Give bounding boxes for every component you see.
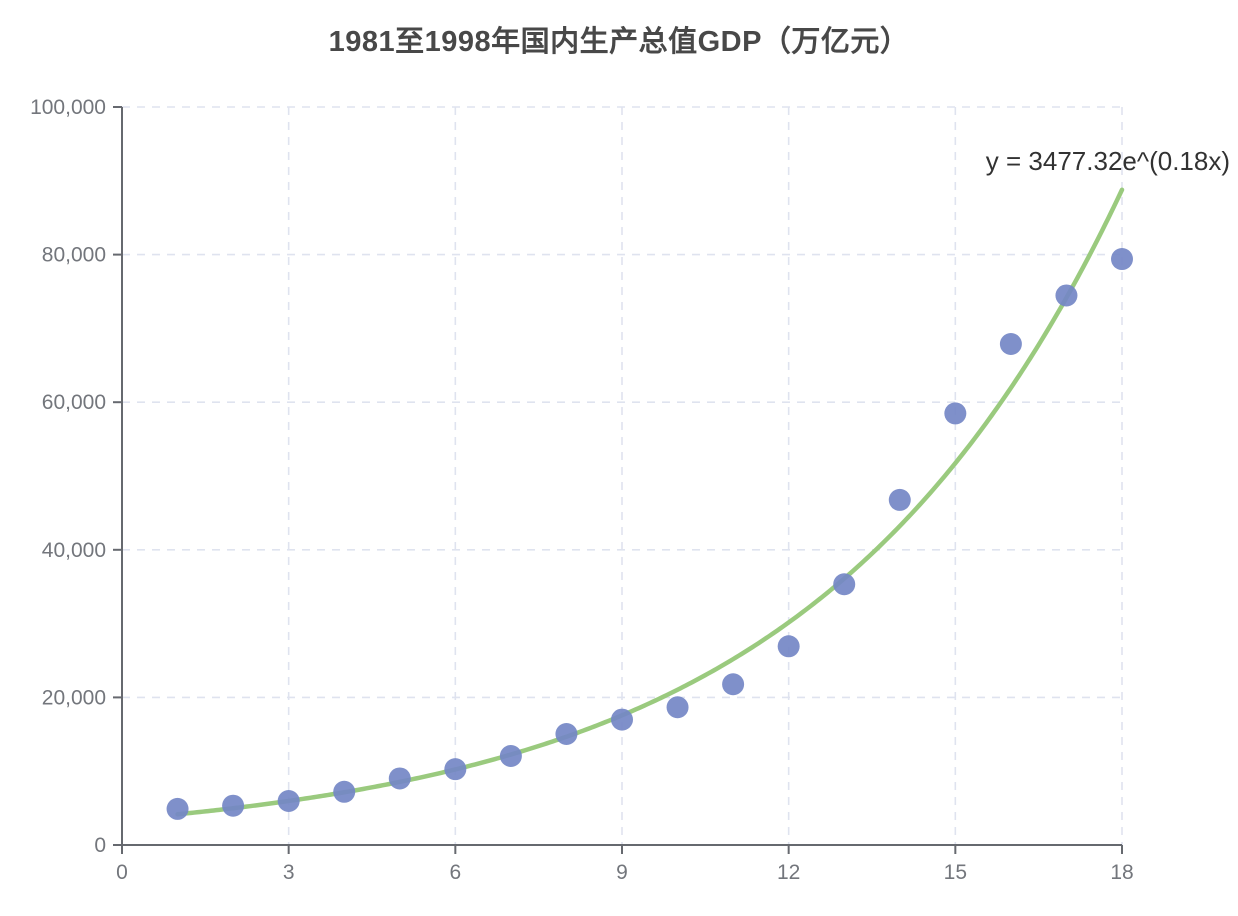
data-point (888, 488, 911, 511)
data-point (166, 797, 189, 820)
chart-title: 1981至1998年国内生产总值GDP（万亿元） (328, 26, 910, 58)
y-tick-label: 20,000 (42, 686, 106, 709)
data-point (1111, 248, 1133, 271)
y-tick-label: 60,000 (42, 391, 106, 414)
y-tick-label: 0 (94, 834, 106, 857)
data-point (999, 333, 1022, 356)
data-point (499, 745, 522, 768)
data-point (944, 402, 967, 425)
x-tick-label: 3 (283, 861, 295, 884)
data-point (444, 758, 467, 781)
data-point (666, 696, 689, 719)
data-point (388, 767, 411, 790)
data-point (222, 794, 245, 817)
data-point (333, 780, 356, 803)
y-tick-label: 40,000 (42, 539, 106, 562)
x-tick-label: 15 (944, 861, 967, 884)
data-point (833, 573, 856, 596)
data-point (555, 722, 578, 745)
fit-curve (175, 187, 1125, 817)
data-point (1055, 284, 1078, 307)
data-point (611, 708, 633, 731)
x-tick-label: 9 (616, 861, 628, 884)
data-point (722, 673, 745, 696)
data-point (277, 789, 300, 812)
y-tick-label: 80,000 (42, 244, 106, 267)
x-tick-label: 6 (449, 861, 461, 884)
y-tick-label: 100,000 (30, 96, 106, 119)
fit-equation-label: y = 3477.32e^(0.18x) (985, 146, 1230, 176)
data-point (777, 635, 800, 658)
x-tick-label: 0 (116, 861, 128, 884)
x-tick-label: 12 (777, 861, 800, 884)
x-tick-label: 18 (1110, 861, 1133, 884)
